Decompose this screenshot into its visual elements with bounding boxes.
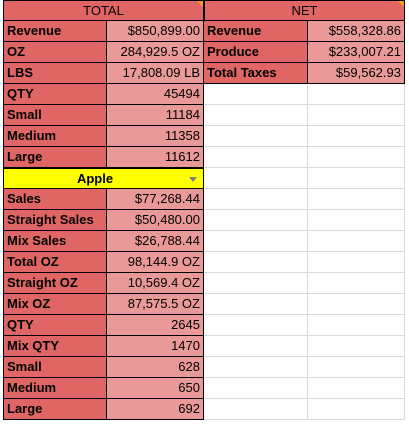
product-value-cell[interactable]: $50,480.00	[107, 210, 204, 231]
total-label-cell[interactable]: QTY	[3, 84, 107, 105]
product-dropdown-value: Apple	[76, 171, 114, 186]
comment-marker	[398, 1, 404, 7]
empty-cell[interactable]	[204, 189, 308, 210]
total-value-cell[interactable]: 11612	[107, 147, 204, 168]
header-net[interactable]: NET	[204, 0, 405, 21]
empty-cell[interactable]	[204, 273, 308, 294]
product-value-cell[interactable]: 2645	[107, 315, 204, 336]
empty-cell[interactable]	[204, 252, 308, 273]
total-value-cell[interactable]: 11184	[107, 105, 204, 126]
total-label-cell[interactable]: Small	[3, 105, 107, 126]
product-value-cell[interactable]: 692	[107, 399, 204, 420]
product-value-cell[interactable]: 87,575.5 OZ	[107, 294, 204, 315]
product-label-cell[interactable]: Mix OZ	[3, 294, 107, 315]
header-total[interactable]: TOTAL	[3, 0, 204, 21]
product-label-cell[interactable]: Mix Sales	[3, 231, 107, 252]
empty-cell[interactable]	[204, 210, 308, 231]
product-value-cell[interactable]: 10,569.4 OZ	[107, 273, 204, 294]
product-value-cell[interactable]: 98,144.9 OZ	[107, 252, 204, 273]
empty-cell[interactable]	[204, 105, 308, 126]
empty-cell[interactable]	[204, 315, 308, 336]
total-label-cell[interactable]: Large	[3, 147, 107, 168]
net-value-cell[interactable]: $233,007.21	[308, 42, 405, 63]
empty-cell[interactable]	[204, 231, 308, 252]
product-label-cell[interactable]: Large	[3, 399, 107, 420]
product-dropdown[interactable]: Apple	[3, 168, 204, 189]
net-label-cell[interactable]: Produce	[204, 42, 308, 63]
total-label-cell[interactable]: Revenue	[3, 21, 107, 42]
product-value-cell[interactable]: 650	[107, 378, 204, 399]
empty-cell[interactable]	[308, 336, 405, 357]
header-total-text: TOTAL	[83, 3, 124, 18]
product-value-cell[interactable]: 628	[107, 357, 204, 378]
empty-cell[interactable]	[308, 252, 405, 273]
total-label-cell[interactable]: OZ	[3, 42, 107, 63]
product-value-cell[interactable]: $77,268.44	[107, 189, 204, 210]
empty-cell[interactable]	[204, 294, 308, 315]
total-value-cell[interactable]: 17,808.09 LB	[107, 63, 204, 84]
total-value-cell[interactable]: 284,929.5 OZ	[107, 42, 204, 63]
product-value-cell[interactable]: $26,788.44	[107, 231, 204, 252]
total-label-cell[interactable]: Medium	[3, 126, 107, 147]
net-label-cell[interactable]: Total Taxes	[204, 63, 308, 84]
net-value-cell[interactable]: $558,328.86	[308, 21, 405, 42]
empty-cell[interactable]	[308, 378, 405, 399]
empty-cell[interactable]	[308, 210, 405, 231]
empty-cell[interactable]	[308, 84, 405, 105]
empty-cell[interactable]	[204, 168, 308, 189]
product-label-cell[interactable]: Sales	[3, 189, 107, 210]
empty-cell[interactable]	[308, 294, 405, 315]
empty-cell[interactable]	[308, 168, 405, 189]
empty-cell[interactable]	[308, 147, 405, 168]
empty-cell[interactable]	[308, 399, 405, 420]
total-value-cell[interactable]: 11358	[107, 126, 204, 147]
product-label-cell[interactable]: QTY	[3, 315, 107, 336]
empty-cell[interactable]	[204, 378, 308, 399]
empty-cell[interactable]	[204, 357, 308, 378]
total-label-cell[interactable]: LBS	[3, 63, 107, 84]
total-value-cell[interactable]: $850,899.00	[107, 21, 204, 42]
empty-cell[interactable]	[204, 399, 308, 420]
empty-cell[interactable]	[308, 105, 405, 126]
empty-cell[interactable]	[308, 126, 405, 147]
dropdown-arrow-icon[interactable]	[189, 177, 197, 182]
product-label-cell[interactable]: Total OZ	[3, 252, 107, 273]
net-label-cell[interactable]: Revenue	[204, 21, 308, 42]
empty-cell[interactable]	[204, 126, 308, 147]
product-label-cell[interactable]: Small	[3, 357, 107, 378]
empty-cell[interactable]	[308, 315, 405, 336]
net-value-cell[interactable]: $59,562.93	[308, 63, 405, 84]
product-label-cell[interactable]: Straight Sales	[3, 210, 107, 231]
empty-cell[interactable]	[204, 336, 308, 357]
product-label-cell[interactable]: Medium	[3, 378, 107, 399]
product-label-cell[interactable]: Straight OZ	[3, 273, 107, 294]
empty-cell[interactable]	[308, 231, 405, 252]
empty-cell[interactable]	[308, 273, 405, 294]
product-value-cell[interactable]: 1470	[107, 336, 204, 357]
total-value-cell[interactable]: 45494	[107, 84, 204, 105]
comment-marker	[197, 1, 203, 7]
empty-cell[interactable]	[308, 357, 405, 378]
empty-cell[interactable]	[204, 84, 308, 105]
product-label-cell[interactable]: Mix QTY	[3, 336, 107, 357]
empty-cell[interactable]	[308, 189, 405, 210]
empty-cell[interactable]	[204, 147, 308, 168]
header-net-text: NET	[291, 3, 318, 18]
